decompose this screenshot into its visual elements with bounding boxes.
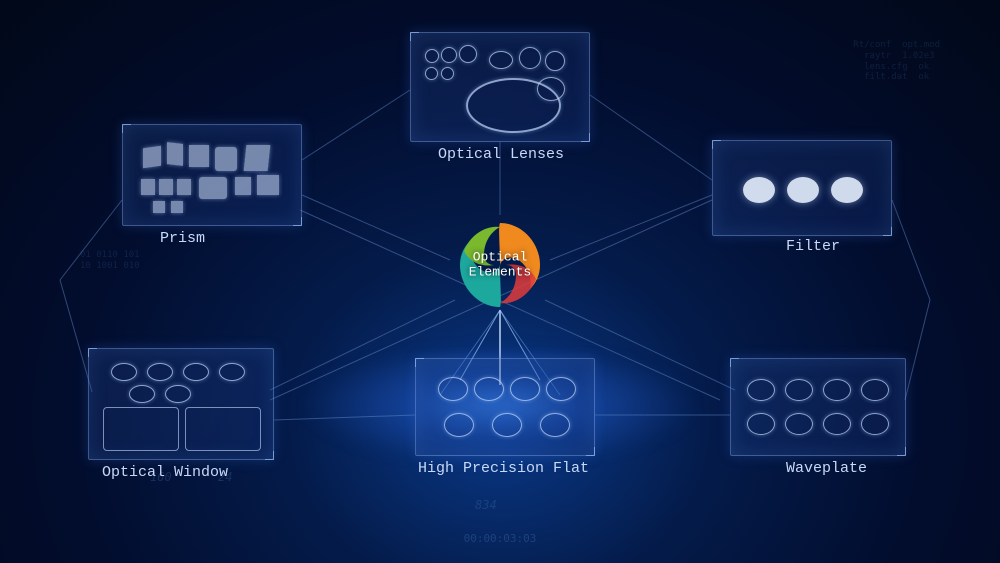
bg-code-text-1: Rt/conf opt.mod raytr 1.02e3 lens.cfg ok… <box>853 40 940 83</box>
bg-num-3: 834 <box>475 498 497 512</box>
label-waveplate: Waveplate <box>786 460 867 477</box>
label-high-precision-flat: High Precision Flat <box>418 460 589 477</box>
center-logo: Optical Elements <box>450 215 550 315</box>
prism-shapes <box>123 125 301 225</box>
node-prism <box>122 124 302 226</box>
bg-code-text-2: 01 0110 101 10 1001 010 <box>80 250 140 272</box>
center-label-1: Optical <box>473 249 528 264</box>
node-optical-lenses <box>410 32 590 142</box>
flat-shapes <box>416 359 594 455</box>
node-waveplate <box>730 358 906 456</box>
label-prism: Prism <box>160 230 205 247</box>
node-optical-window <box>88 348 274 460</box>
waveplate-shapes <box>731 359 905 455</box>
node-filter <box>712 140 892 236</box>
label-optical-lenses: Optical Lenses <box>438 146 564 163</box>
node-high-precision-flat <box>415 358 595 456</box>
lenses-shapes <box>411 33 589 141</box>
center-label-2: Elements <box>469 265 531 280</box>
bg-timer: 00:00:03:03 <box>464 532 537 545</box>
window-shapes <box>89 349 273 459</box>
label-optical-window: Optical Window <box>102 464 228 481</box>
center-logo-text: Optical Elements <box>469 249 531 280</box>
filter-shapes <box>713 141 891 235</box>
label-filter: Filter <box>786 238 840 255</box>
